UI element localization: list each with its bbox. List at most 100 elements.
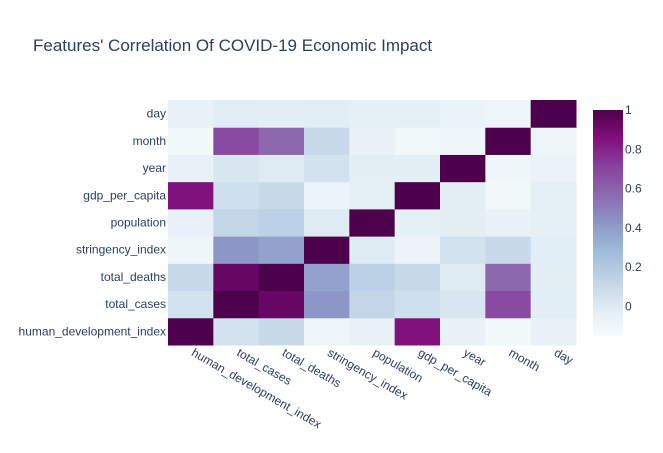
heatmap-cell bbox=[258, 181, 305, 210]
heatmap-cell bbox=[485, 263, 532, 292]
heatmap-cell bbox=[394, 154, 441, 183]
heatmap-cell bbox=[485, 290, 532, 319]
heatmap-cell bbox=[213, 127, 260, 155]
heatmap-cell bbox=[530, 290, 577, 319]
colorbar-gradient bbox=[593, 110, 623, 336]
heatmap-cell bbox=[168, 208, 214, 237]
heatmap-cell bbox=[394, 181, 441, 210]
y-axis-ticks: human_development_index total_cases total_… bbox=[19, 107, 167, 339]
colorbar-tick-label: 0.6 bbox=[625, 182, 642, 196]
heatmap-cell bbox=[530, 317, 577, 346]
heatmap-cell bbox=[440, 100, 486, 128]
heatmap-cell bbox=[213, 154, 260, 183]
heatmap-cell bbox=[394, 263, 441, 292]
heatmap-cell bbox=[304, 181, 350, 210]
heatmap-cell bbox=[530, 154, 577, 183]
heatmap-cells bbox=[168, 100, 577, 346]
heatmap-cell bbox=[304, 263, 350, 292]
y-tick-label: month bbox=[133, 134, 166, 148]
heatmap-cell bbox=[258, 317, 305, 346]
heatmap-cell bbox=[485, 181, 532, 210]
heatmap-cell bbox=[213, 317, 260, 346]
heatmap-cell bbox=[168, 263, 214, 292]
heatmap-cell bbox=[258, 100, 305, 128]
heatmap-cell bbox=[213, 208, 260, 237]
heatmap-cell bbox=[440, 263, 486, 292]
heatmap-cell bbox=[258, 290, 305, 319]
heatmap-cell bbox=[168, 154, 214, 183]
heatmap-cell bbox=[304, 317, 350, 346]
colorbar: 0 0.2 0.4 0.6 0.8 1 bbox=[593, 103, 642, 336]
heatmap-cell bbox=[349, 181, 396, 210]
heatmap-cell bbox=[485, 100, 532, 128]
colorbar-ticks: 0 0.2 0.4 0.6 0.8 1 bbox=[625, 103, 642, 314]
heatmap-cell bbox=[440, 236, 486, 264]
heatmap-cell bbox=[304, 154, 350, 183]
heatmap-cell bbox=[440, 181, 486, 210]
heatmap-cell bbox=[394, 317, 441, 346]
heatmap-cell bbox=[168, 317, 214, 346]
heatmap-cell bbox=[304, 208, 350, 237]
y-tick-label: gdp_per_capita bbox=[83, 188, 166, 202]
heatmap-cell bbox=[394, 208, 441, 237]
chart-title: Features' Correlation Of COVID-19 Econom… bbox=[33, 36, 432, 55]
heatmap-cell bbox=[394, 127, 441, 155]
heatmap-cell bbox=[258, 236, 305, 264]
y-tick-label: total_deaths bbox=[101, 270, 166, 284]
x-tick-label: month bbox=[507, 345, 543, 374]
heatmap-cell bbox=[213, 181, 260, 210]
heatmap-cell bbox=[440, 154, 486, 183]
heatmap-cell bbox=[440, 208, 486, 237]
colorbar-tick-label: 1 bbox=[625, 103, 632, 117]
heatmap-cell bbox=[304, 127, 350, 155]
colorbar-tick-label: 0 bbox=[625, 300, 632, 314]
heatmap-cell bbox=[530, 263, 577, 292]
y-tick-label: total_cases bbox=[105, 297, 166, 311]
heatmap-cell bbox=[304, 100, 350, 128]
heatmap-cell bbox=[213, 100, 260, 128]
heatmap-cell bbox=[485, 208, 532, 237]
heatmap-cell bbox=[485, 127, 532, 155]
y-tick-label: day bbox=[147, 107, 166, 121]
x-axis-ticks: human_development_indextotal_casestotal_… bbox=[189, 345, 575, 431]
heatmap-cell bbox=[258, 127, 305, 155]
heatmap-cell bbox=[258, 208, 305, 237]
heatmap-cell bbox=[168, 290, 214, 319]
colorbar-tick-label: 0.8 bbox=[625, 142, 642, 156]
heatmap-cell bbox=[349, 263, 396, 292]
heatmap-cell bbox=[485, 154, 532, 183]
heatmap-cell bbox=[213, 290, 260, 319]
heatmap-cell bbox=[485, 236, 532, 264]
heatmap-cell bbox=[349, 154, 396, 183]
heatmap-cell bbox=[349, 317, 396, 346]
x-tick-label: day bbox=[552, 345, 576, 367]
heatmap-cell bbox=[530, 127, 577, 155]
y-tick-label: stringency_index bbox=[76, 243, 166, 257]
heatmap-cell bbox=[440, 127, 486, 155]
heatmap-cell bbox=[530, 181, 577, 210]
heatmap-cell bbox=[394, 290, 441, 319]
heatmap-cell bbox=[349, 100, 396, 128]
heatmap-cell bbox=[258, 263, 305, 292]
heatmap-cell bbox=[213, 236, 260, 264]
heatmap-cell bbox=[304, 236, 350, 264]
heatmap-cell bbox=[530, 208, 577, 237]
heatmap-cell bbox=[258, 154, 305, 183]
heatmap-cell bbox=[168, 100, 214, 128]
y-tick-label: population bbox=[111, 216, 166, 230]
x-tick-label: year bbox=[461, 345, 488, 369]
heatmap-cell bbox=[213, 263, 260, 292]
heatmap-cell bbox=[168, 127, 214, 155]
y-tick-label: human_development_index bbox=[19, 324, 166, 338]
heatmap-cell bbox=[349, 208, 396, 237]
heatmap-cell bbox=[168, 181, 214, 210]
heatmap-cell bbox=[530, 236, 577, 264]
colorbar-tick-label: 0.4 bbox=[625, 221, 642, 235]
heatmap-cell bbox=[168, 236, 214, 264]
colorbar-tick-label: 0.2 bbox=[625, 260, 642, 274]
heatmap-cell bbox=[349, 236, 396, 264]
heatmap-cell bbox=[440, 317, 486, 346]
heatmap-cell bbox=[304, 290, 350, 319]
y-tick-label: year bbox=[143, 161, 166, 175]
